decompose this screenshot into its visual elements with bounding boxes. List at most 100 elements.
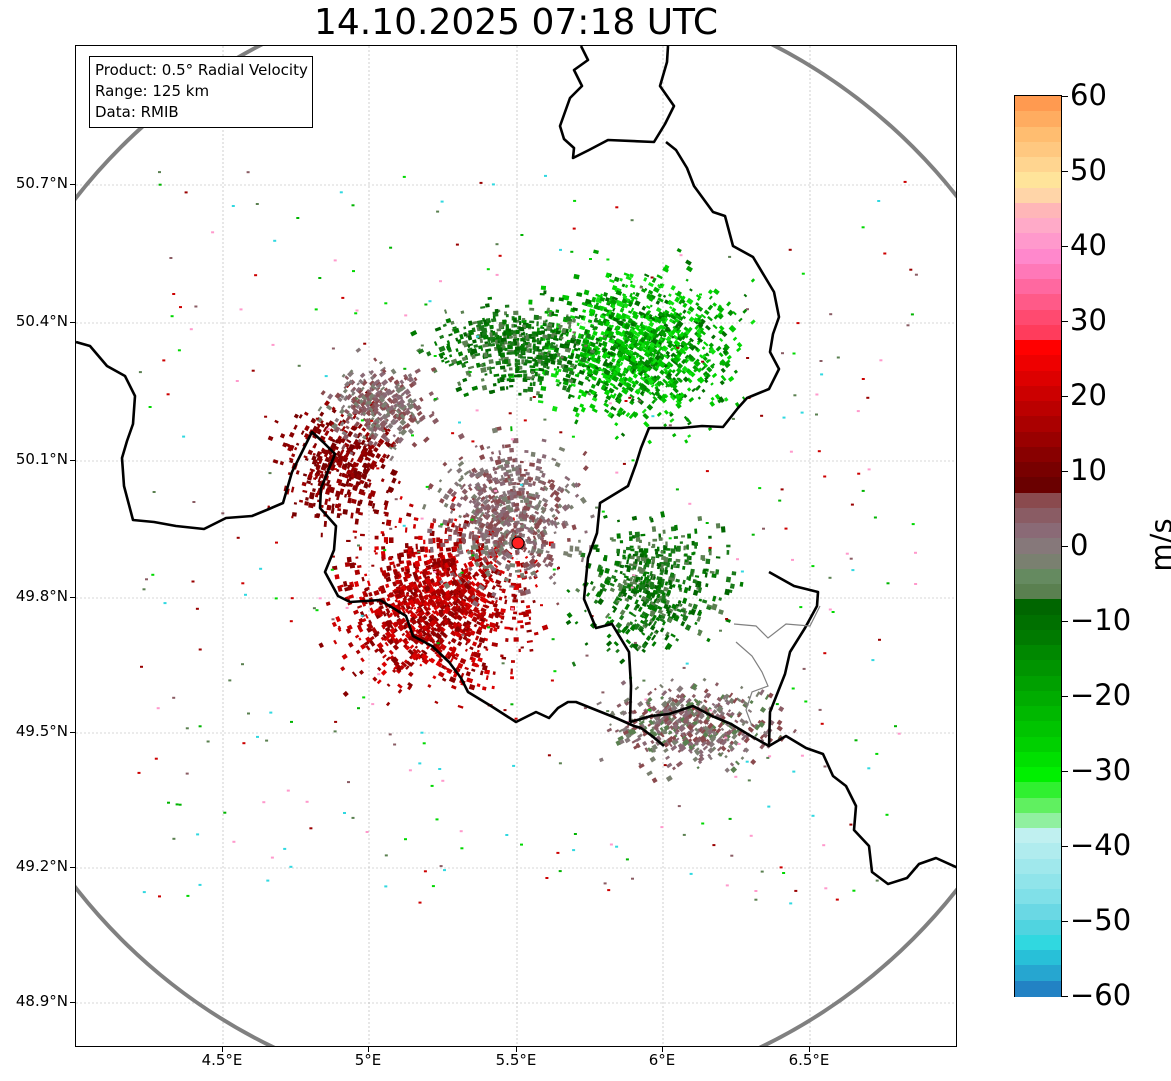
lat-tick	[70, 732, 75, 733]
lat-tick	[70, 322, 75, 323]
colorbar-segment	[1015, 324, 1061, 341]
colorbar-label: 30	[1070, 303, 1107, 337]
lat-label: 50.4°N	[15, 312, 68, 330]
lon-label: 4.5°E	[201, 1051, 243, 1069]
colorbar-segment	[1015, 828, 1061, 845]
colorbar-segment	[1015, 812, 1061, 829]
colorbar-segment	[1015, 568, 1061, 585]
colorbar-label: −60	[1070, 978, 1132, 1012]
colorbar-label: 20	[1070, 378, 1107, 412]
minor-borders	[733, 605, 821, 727]
lon-label: 6°E	[648, 1051, 676, 1069]
colorbar-segment	[1015, 645, 1061, 661]
colorbar-label: 10	[1070, 453, 1107, 487]
map-title: 14.10.2025 07:18 UTC	[313, 2, 719, 43]
colorbar-segment	[1015, 873, 1061, 890]
colorbar-segment	[1015, 141, 1061, 158]
colorbar-segment	[1015, 934, 1061, 951]
info-product: Product: 0.5° Radial Velocity	[95, 61, 308, 79]
lat-tick	[70, 184, 75, 185]
colorbar-segment	[1015, 157, 1061, 173]
product-info-box: Product: 0.5° Radial Velocity Range: 125…	[89, 56, 313, 128]
colorbar-label: −10	[1070, 603, 1132, 637]
colorbar-tick	[1062, 321, 1068, 322]
colorbar-segment	[1015, 721, 1061, 738]
colorbar-segment	[1015, 172, 1061, 189]
colorbar-segment	[1015, 294, 1061, 311]
velocity-colorbar	[1014, 95, 1062, 997]
radar-map-canvas	[76, 46, 956, 1046]
colorbar-segment	[1015, 431, 1061, 448]
colorbar-tick	[1062, 171, 1068, 172]
colorbar-segment	[1015, 96, 1061, 112]
lat-label: 48.9°N	[15, 992, 68, 1010]
lon-tick	[222, 1047, 223, 1052]
colorbar-segment	[1015, 706, 1061, 722]
colorbar-segment	[1015, 950, 1061, 967]
colorbar-segment	[1015, 599, 1061, 616]
colorbar-segment	[1015, 919, 1061, 936]
country-borders	[76, 46, 956, 886]
colorbar-segment	[1015, 553, 1061, 570]
colorbar-segment	[1015, 858, 1061, 875]
colorbar-segment	[1015, 233, 1061, 250]
colorbar-tick	[1062, 771, 1068, 772]
colorbar-segment	[1015, 980, 1061, 997]
colorbar-segment	[1015, 629, 1061, 646]
lon-tick	[662, 1047, 663, 1052]
colorbar-segment	[1015, 507, 1061, 524]
lat-label: 49.8°N	[15, 587, 68, 605]
lat-label: 50.1°N	[15, 450, 68, 468]
lat-label: 50.7°N	[15, 174, 68, 192]
colorbar-segment	[1015, 736, 1061, 753]
border-north-east	[558, 46, 781, 723]
colorbar-segment	[1015, 904, 1061, 921]
colorbar-segment	[1015, 782, 1061, 799]
colorbar-segment	[1015, 401, 1061, 417]
colorbar-segment	[1015, 584, 1061, 600]
lat-tick	[70, 460, 75, 461]
colorbar-tick	[1062, 846, 1068, 847]
colorbar-segment	[1015, 202, 1061, 219]
colorbar-segment	[1015, 614, 1061, 631]
colorbar-tick	[1062, 996, 1068, 997]
colorbar-segment	[1015, 675, 1061, 692]
lon-label: 5.5°E	[495, 1051, 537, 1069]
colorbar-segment	[1015, 751, 1061, 768]
colorbar-label: −30	[1070, 753, 1132, 787]
colorbar-segment	[1015, 797, 1061, 814]
colorbar-segment	[1015, 690, 1061, 707]
colorbar-unit-label: m/s	[1144, 518, 1171, 572]
lon-label: 6.5°E	[788, 1051, 830, 1069]
colorbar-label: −50	[1070, 903, 1132, 937]
lat-tick	[70, 597, 75, 598]
colorbar-segment	[1015, 538, 1061, 555]
colorbar-label: 60	[1070, 78, 1107, 112]
border-luxembourg-south	[768, 734, 956, 886]
colorbar-segment	[1015, 965, 1061, 982]
border-luxembourg-east	[629, 570, 820, 748]
colorbar-label: 40	[1070, 228, 1107, 262]
colorbar-segment	[1015, 660, 1061, 677]
colorbar-tick	[1062, 396, 1068, 397]
colorbar-label: −20	[1070, 678, 1132, 712]
lat-tick	[70, 867, 75, 868]
colorbar-tick	[1062, 696, 1068, 697]
radar-echoes	[137, 171, 918, 905]
border-belgium-france	[76, 340, 665, 747]
colorbar-segment	[1015, 477, 1061, 494]
colorbar-segment	[1015, 370, 1061, 387]
colorbar-tick	[1062, 471, 1068, 472]
colorbar-label: 0	[1070, 528, 1089, 562]
colorbar-segment	[1015, 279, 1061, 295]
colorbar-segment	[1015, 263, 1061, 280]
colorbar-segment	[1015, 462, 1061, 478]
info-data-source: Data: RMIB	[95, 103, 179, 121]
colorbar-tick	[1062, 246, 1068, 247]
colorbar-tick	[1062, 921, 1068, 922]
lon-tick	[516, 1047, 517, 1052]
colorbar-segment	[1015, 523, 1061, 539]
colorbar-segment	[1015, 111, 1061, 128]
colorbar-label: 50	[1070, 153, 1107, 187]
radar-map[interactable]	[75, 45, 957, 1047]
